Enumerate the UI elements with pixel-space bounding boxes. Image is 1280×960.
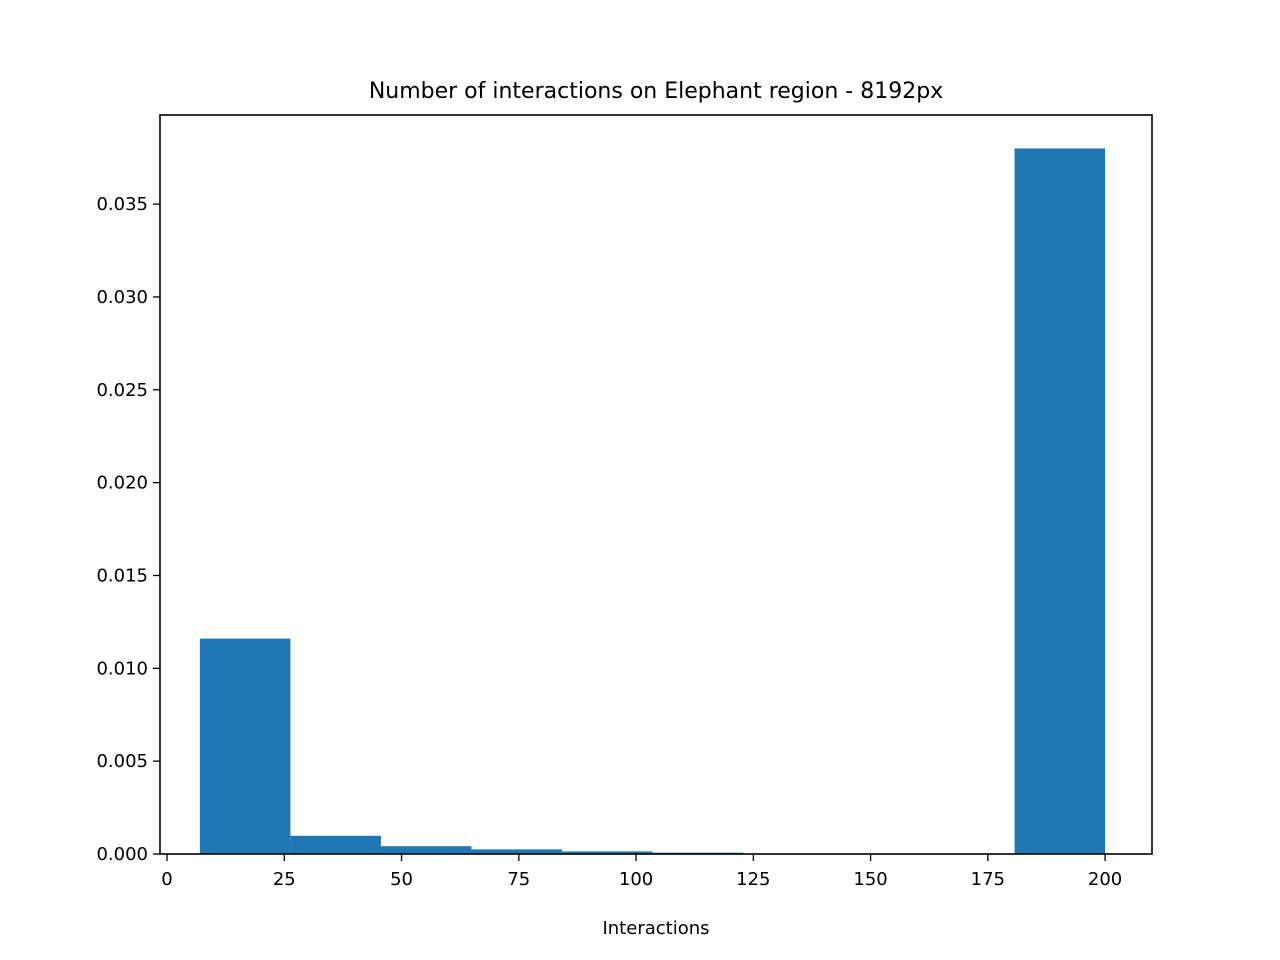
x-tick-label: 75 [507, 869, 530, 890]
x-tick-label: 175 [971, 869, 1005, 890]
y-tick-label: 0.030 [96, 287, 148, 308]
x-tick-label: 0 [161, 869, 172, 890]
histogram-bar [199, 638, 291, 854]
histogram-bar [471, 849, 562, 854]
x-tick-label: 100 [619, 869, 653, 890]
x-axis-label: Interactions [602, 918, 709, 939]
histogram-bar [1014, 148, 1106, 854]
plot-frame [159, 114, 1153, 855]
x-tick-label: 200 [1088, 869, 1122, 890]
y-tick-label: 0.025 [96, 380, 148, 401]
y-tick-label: 0.010 [96, 658, 148, 679]
histogram-bar [290, 835, 381, 854]
x-tick-label: 50 [390, 869, 413, 890]
y-tick-label: 0.020 [96, 473, 148, 494]
x-tick-label: 25 [273, 869, 296, 890]
x-tick-label: 150 [853, 869, 887, 890]
y-axis-ticks: 0.000 0.005 0.010 0.015 0.020 0.025 0.030 0.035 [96, 194, 160, 865]
y-tick-label: 0.005 [96, 751, 148, 772]
chart-title: Number of interactions on Elephant regio… [369, 79, 943, 104]
histogram-bar [561, 851, 653, 854]
y-tick-label: 0.000 [96, 844, 148, 865]
y-tick-label: 0.015 [96, 565, 148, 586]
x-axis-ticks: 0 25 50 75 100 125 150 175 200 [161, 854, 1122, 890]
y-tick-label: 0.035 [96, 194, 148, 215]
histogram-bars [199, 148, 1106, 854]
histogram-bar [380, 846, 472, 854]
x-tick-label: 125 [736, 869, 770, 890]
